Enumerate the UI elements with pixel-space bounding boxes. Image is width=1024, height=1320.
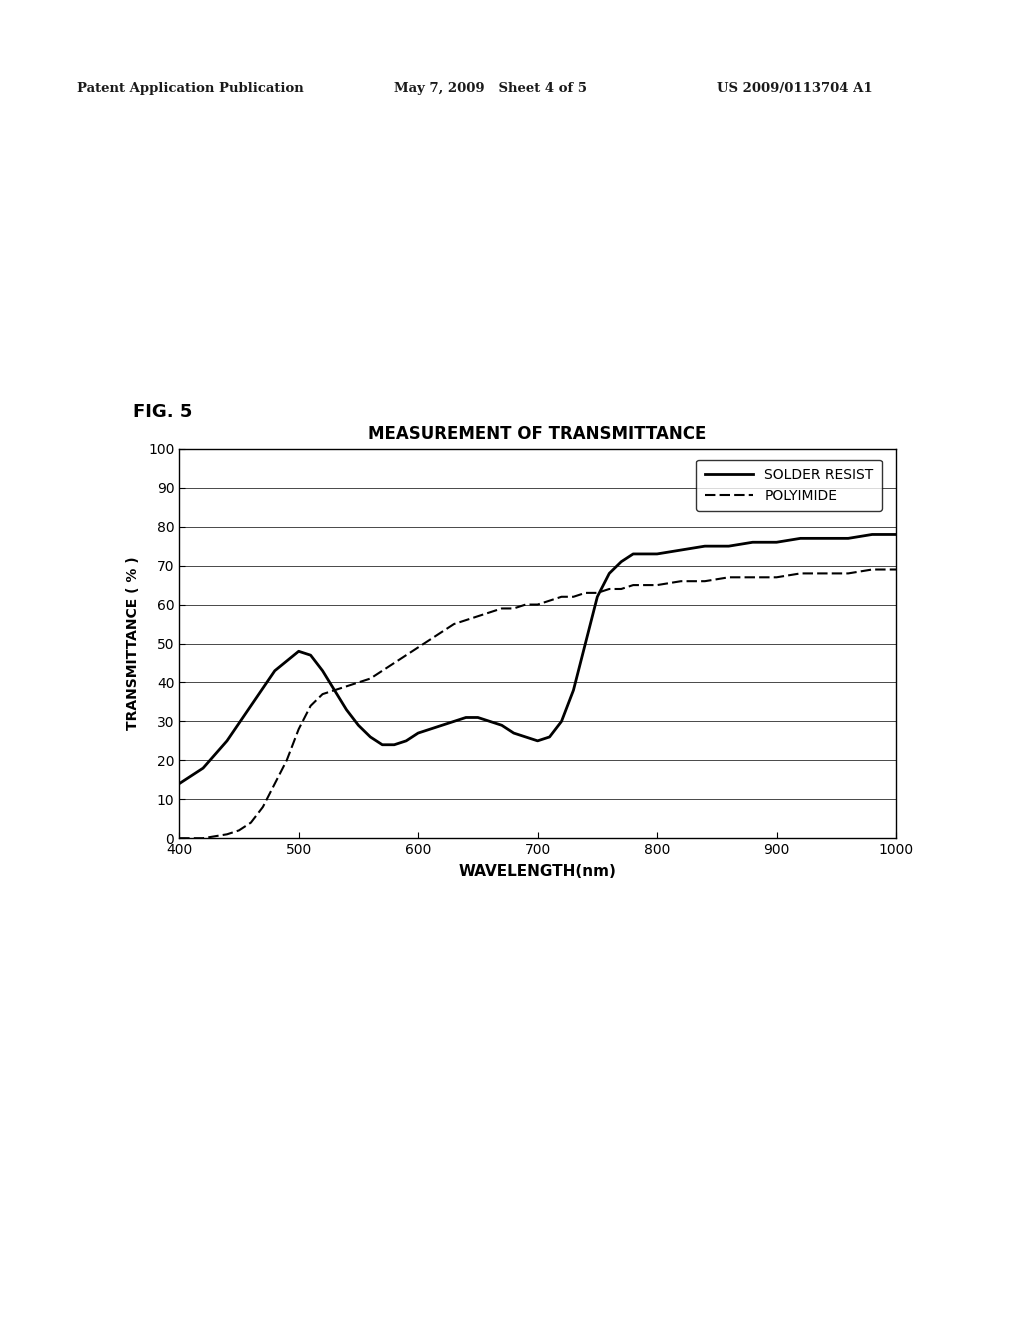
Text: Patent Application Publication: Patent Application Publication [77, 82, 303, 95]
Title: MEASUREMENT OF TRANSMITTANCE: MEASUREMENT OF TRANSMITTANCE [369, 425, 707, 444]
X-axis label: WAVELENGTH(nm): WAVELENGTH(nm) [459, 865, 616, 879]
Text: US 2009/0113704 A1: US 2009/0113704 A1 [717, 82, 872, 95]
Text: May 7, 2009   Sheet 4 of 5: May 7, 2009 Sheet 4 of 5 [394, 82, 587, 95]
Y-axis label: TRANSMITTANCE ( % ): TRANSMITTANCE ( % ) [126, 557, 139, 730]
Legend: SOLDER RESIST, POLYIMIDE: SOLDER RESIST, POLYIMIDE [696, 459, 882, 511]
Text: FIG. 5: FIG. 5 [133, 403, 193, 421]
